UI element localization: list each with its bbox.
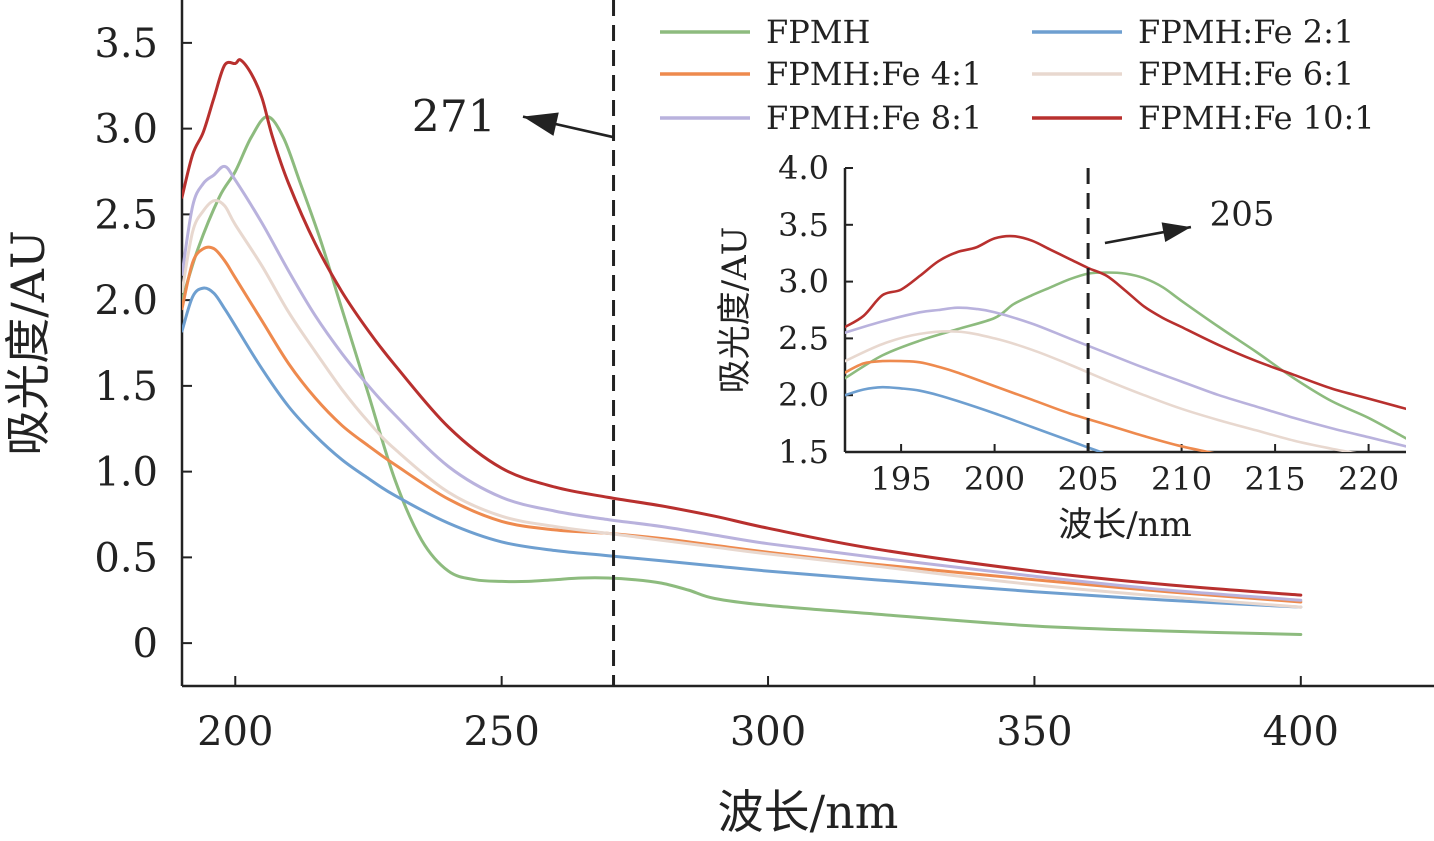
inset-x-tick-215: 215 (1245, 460, 1306, 498)
inset-annotation-label: 205 (1210, 194, 1275, 234)
inset-x-axis-title: 波长/nm (1058, 505, 1192, 545)
inset-y-axis-title: 吸光度/AU (715, 227, 755, 394)
inset-series-fpmh-fe-4-1 (845, 359, 1215, 452)
inset-series-fpmh-fe-2-1 (845, 385, 1105, 452)
main-y-axis-title: 吸光度/AU (1, 230, 55, 456)
main-series-fpmh-fe-6-1 (182, 198, 1303, 609)
main-y-tick-1-0: 1.0 (94, 450, 158, 496)
inset-y-tick-3-0: 3.0 (778, 263, 829, 301)
main-x-tick-350: 350 (996, 709, 1072, 755)
main-y-tick-2-0: 2.0 (94, 278, 158, 324)
inset-x-tick-195: 195 (871, 460, 932, 498)
main-series-fpmh-fe-8-1 (182, 164, 1303, 602)
inset-x-tick-220: 220 (1338, 460, 1399, 498)
inset-series-fpmh-fe-10-1 (845, 234, 1406, 411)
legend-label-fpmh-fe-2-1: FPMH:Fe 2:1 (1138, 13, 1354, 51)
main-y-tick-0-5: 0.5 (94, 535, 158, 581)
legend: FPMH FPMH:Fe 2:1 FPMH:Fe 4:1 FPMH:Fe 6:1 FPM… (660, 13, 1375, 137)
main-annotation-arrowhead (522, 112, 559, 136)
main-x-tick-200: 200 (197, 709, 273, 755)
inset-y-tick-2-0: 2.0 (778, 376, 829, 414)
main-y-tick-2-5: 2.5 (94, 192, 158, 238)
inset-x-tick-200: 200 (964, 460, 1025, 498)
main-y-tick-1-5: 1.5 (94, 364, 158, 410)
inset-y-tick-3-5: 3.5 (778, 206, 829, 244)
inset-y-tick-1-5: 1.5 (778, 433, 829, 471)
inset-y-tick-2-5: 2.5 (778, 319, 829, 357)
main-x-tick-300: 300 (730, 709, 806, 755)
inset-y-tick-4-0: 4.0 (778, 149, 829, 187)
legend-label-fpmh-fe-8-1: FPMH:Fe 8:1 (766, 99, 982, 137)
inset-x-tick-210: 210 (1151, 460, 1212, 498)
main-x-tick-250: 250 (463, 709, 539, 755)
legend-label-fpmh-fe-6-1: FPMH:Fe 6:1 (1138, 55, 1354, 93)
main-series-group (182, 58, 1303, 636)
inset-annotation-arrowhead (1161, 222, 1191, 242)
main-series-fpmh-fe-4-1 (182, 245, 1303, 604)
main-series-fpmh-fe-2-1 (182, 286, 1303, 609)
main-y-tick-3-5: 3.5 (94, 21, 158, 67)
main-y-tick-3-0: 3.0 (94, 107, 158, 153)
inset-plot: 195 200 205 210 215 220 1.5 2.0 2.5 3.0 3.5 4.0 波长/n… (715, 149, 1406, 545)
main-annotation-label: 271 (412, 92, 496, 143)
inset-series-fpmh-fe-6-1 (845, 330, 1357, 452)
legend-label-fpmh-fe-10-1: FPMH:Fe 10:1 (1138, 99, 1375, 137)
main-x-tick-400: 400 (1263, 709, 1339, 755)
legend-label-fpmh-fe-4-1: FPMH:Fe 4:1 (766, 55, 982, 93)
main-y-tick-0: 0 (133, 621, 158, 667)
main-series-fpmh-fe-10-1 (182, 58, 1303, 597)
main-x-axis-title: 波长/nm (718, 785, 899, 836)
inset-series-group (845, 234, 1406, 452)
legend-label-fpmh: FPMH (766, 13, 870, 51)
inset-x-tick-205: 205 (1058, 460, 1119, 498)
